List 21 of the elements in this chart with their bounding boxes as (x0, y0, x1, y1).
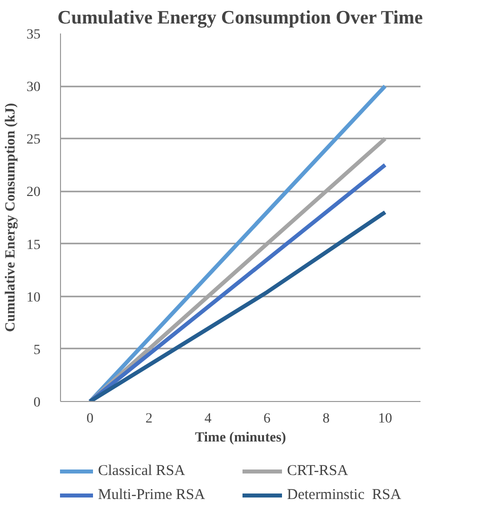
y-tick-label: 15 (26, 238, 40, 253)
legend-label: Classical RSA (98, 462, 186, 480)
x-tick-label: 10 (378, 412, 392, 426)
x-tick-label: 6 (264, 412, 271, 426)
y-tick-label: 20 (26, 185, 40, 200)
x-tick-label: 0 (86, 412, 94, 426)
y-tick-label: 35 (26, 28, 40, 42)
x-tick-label: 2 (146, 412, 153, 426)
y-tick-label: 10 (26, 290, 40, 306)
x-axis-title: Time (minutes) (194, 430, 286, 446)
y-tick-label: 5 (34, 342, 40, 358)
y-tick-label: 30 (26, 80, 40, 96)
legend-label: CRT-RSA (287, 462, 350, 480)
x-tick-label: 4 (204, 412, 212, 426)
y-tick-label: 0 (34, 396, 40, 410)
chart-title: Cumulative Energy Consumption Over Time (58, 8, 423, 28)
x-tick-label: 8 (322, 412, 330, 426)
y-tick-label: 25 (26, 132, 40, 148)
legend-label: Multi-Prime RSA (98, 486, 206, 504)
y-axis-title: Cumulative Energy Consumption (kJ) (4, 102, 18, 332)
legend-label: Determinstic RSA (287, 486, 402, 504)
